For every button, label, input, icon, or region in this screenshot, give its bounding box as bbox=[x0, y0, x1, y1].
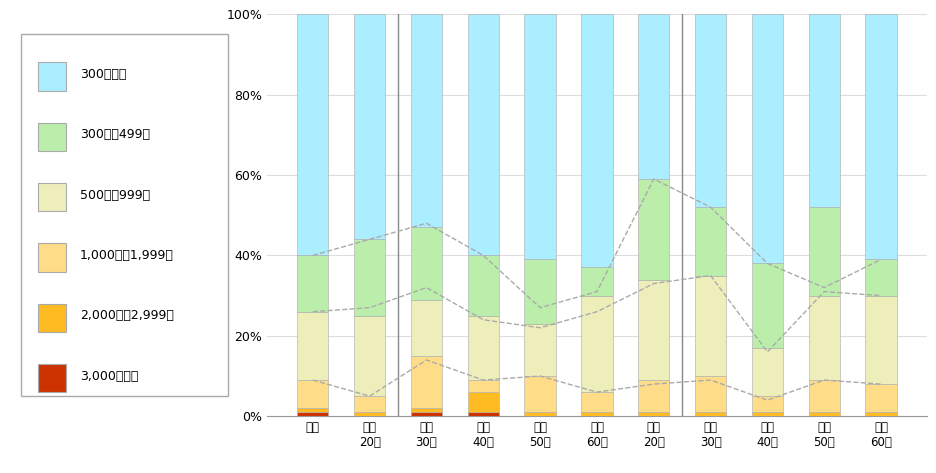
FancyBboxPatch shape bbox=[22, 34, 228, 396]
Bar bbox=[581, 392, 612, 412]
Bar bbox=[468, 412, 499, 416]
Bar bbox=[581, 14, 612, 268]
Bar bbox=[866, 14, 897, 259]
Text: 300円～499円: 300円～499円 bbox=[80, 128, 150, 141]
Bar bbox=[468, 380, 499, 392]
Bar bbox=[866, 296, 897, 384]
Bar bbox=[581, 267, 612, 296]
Bar bbox=[809, 412, 840, 416]
FancyBboxPatch shape bbox=[37, 304, 66, 332]
FancyBboxPatch shape bbox=[37, 62, 66, 91]
Bar bbox=[752, 396, 783, 412]
Bar bbox=[866, 384, 897, 412]
Bar bbox=[695, 14, 726, 207]
Bar bbox=[866, 259, 897, 296]
Bar bbox=[298, 408, 329, 412]
Bar bbox=[354, 412, 386, 416]
Bar bbox=[809, 296, 840, 380]
Bar bbox=[695, 376, 726, 412]
FancyBboxPatch shape bbox=[37, 183, 66, 211]
Bar bbox=[524, 324, 556, 376]
FancyBboxPatch shape bbox=[37, 243, 66, 272]
Text: 3,000円以上: 3,000円以上 bbox=[80, 369, 139, 383]
Bar bbox=[809, 14, 840, 207]
FancyBboxPatch shape bbox=[37, 364, 66, 392]
Bar bbox=[411, 14, 442, 227]
Bar bbox=[638, 380, 669, 412]
Bar bbox=[638, 179, 669, 280]
Bar bbox=[468, 14, 499, 255]
Bar bbox=[524, 14, 556, 259]
Bar bbox=[752, 263, 783, 348]
Bar bbox=[411, 408, 442, 412]
Text: 500円～999円: 500円～999円 bbox=[80, 189, 150, 201]
Bar bbox=[581, 412, 612, 416]
Bar bbox=[752, 348, 783, 396]
Bar bbox=[581, 296, 612, 392]
Bar bbox=[354, 396, 386, 412]
Bar bbox=[638, 412, 669, 416]
Bar bbox=[468, 255, 499, 316]
Bar bbox=[866, 412, 897, 416]
Text: 1,000円～1,999円: 1,000円～1,999円 bbox=[80, 249, 174, 262]
Bar bbox=[468, 316, 499, 380]
Bar bbox=[298, 412, 329, 416]
Bar bbox=[752, 412, 783, 416]
Bar bbox=[468, 392, 499, 412]
Bar bbox=[809, 207, 840, 296]
Bar bbox=[298, 380, 329, 408]
Bar bbox=[411, 412, 442, 416]
Text: 2,000円～2,999円: 2,000円～2,999円 bbox=[80, 309, 174, 322]
Bar bbox=[354, 239, 386, 316]
Text: 300円未満: 300円未満 bbox=[80, 68, 126, 81]
FancyBboxPatch shape bbox=[37, 123, 66, 151]
Bar bbox=[298, 14, 329, 255]
Bar bbox=[752, 14, 783, 263]
Bar bbox=[354, 14, 386, 239]
Bar bbox=[298, 255, 329, 312]
Bar bbox=[298, 312, 329, 380]
Bar bbox=[411, 356, 442, 408]
Bar bbox=[411, 227, 442, 300]
Bar bbox=[411, 300, 442, 356]
Bar bbox=[809, 380, 840, 412]
Bar bbox=[638, 280, 669, 380]
Bar bbox=[524, 376, 556, 412]
Bar bbox=[524, 412, 556, 416]
Bar bbox=[695, 412, 726, 416]
Bar bbox=[524, 259, 556, 324]
Bar bbox=[695, 207, 726, 275]
Bar bbox=[695, 275, 726, 376]
Bar bbox=[638, 14, 669, 179]
Bar bbox=[354, 316, 386, 396]
